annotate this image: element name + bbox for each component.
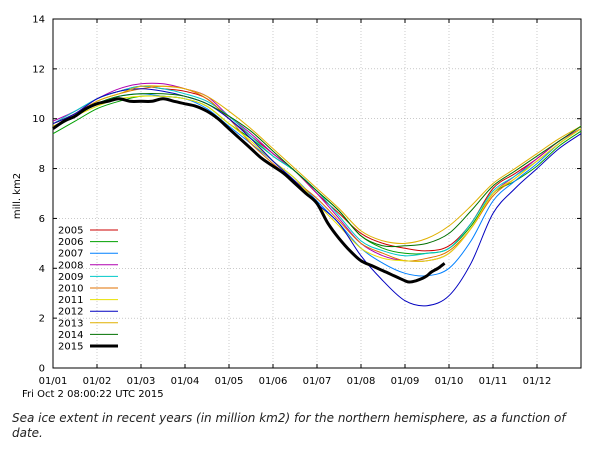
legend-label-2010: 2010 xyxy=(58,284,83,295)
grid-lines xyxy=(53,19,581,368)
y-tick-label: 2 xyxy=(39,314,45,325)
x-tick-label: 01/12 xyxy=(523,376,552,387)
legend-label-2012: 2012 xyxy=(58,307,83,318)
legend-label-2015: 2015 xyxy=(58,342,83,353)
y-axis-ticks: 0 2 4 6 8 10 12 14 xyxy=(32,15,581,375)
x-tick-label: 01/10 xyxy=(435,376,464,387)
x-tick-label: 01/04 xyxy=(171,376,200,387)
y-tick-label: 14 xyxy=(32,15,45,26)
legend-label-2013: 2013 xyxy=(58,318,83,329)
legend-label-2009: 2009 xyxy=(58,272,83,283)
x-axis-ticks: 01/01 01/02 01/03 01/04 01/05 01/06 01/07 01/08… xyxy=(39,19,552,387)
series-line-2013 xyxy=(52,85,582,244)
series-line-2014 xyxy=(52,93,582,248)
y-tick-label: 4 xyxy=(39,264,45,275)
x-tick-label: 01/08 xyxy=(347,376,376,387)
timestamp: Fri Oct 2 08:00:22 UTC 2015 xyxy=(22,389,164,400)
x-tick-label: 01/06 xyxy=(259,376,288,387)
y-tick-label: 6 xyxy=(39,214,45,225)
series-line-2009 xyxy=(52,85,582,257)
legend: 2005200620072008200920102011201220132014… xyxy=(58,226,118,353)
legend-label-2005: 2005 xyxy=(58,226,83,237)
y-tick-label: 8 xyxy=(39,164,45,175)
legend-label-2006: 2006 xyxy=(58,237,83,248)
x-tick-label: 01/09 xyxy=(391,376,420,387)
series-line-2006 xyxy=(52,95,582,255)
y-axis-label: mill. km2 xyxy=(12,173,23,219)
y-tick-label: 12 xyxy=(32,64,45,75)
legend-label-2008: 2008 xyxy=(58,260,83,271)
x-tick-label: 01/03 xyxy=(127,376,156,387)
x-tick-label: 01/05 xyxy=(215,376,244,387)
y-tick-label: 10 xyxy=(32,114,45,125)
chart-caption: Sea ice extent in recent years (in milli… xyxy=(12,411,566,440)
legend-label-2014: 2014 xyxy=(58,330,83,341)
x-tick-label: 01/11 xyxy=(479,376,508,387)
y-tick-label: 0 xyxy=(39,364,45,375)
legend-label-2011: 2011 xyxy=(58,295,83,306)
legend-label-2007: 2007 xyxy=(58,249,83,260)
x-tick-label: 01/01 xyxy=(39,376,68,387)
x-tick-label: 01/07 xyxy=(303,376,332,387)
series-layer xyxy=(52,82,582,307)
series-line-2015 xyxy=(52,97,446,284)
x-tick-label: 01/02 xyxy=(83,376,112,387)
